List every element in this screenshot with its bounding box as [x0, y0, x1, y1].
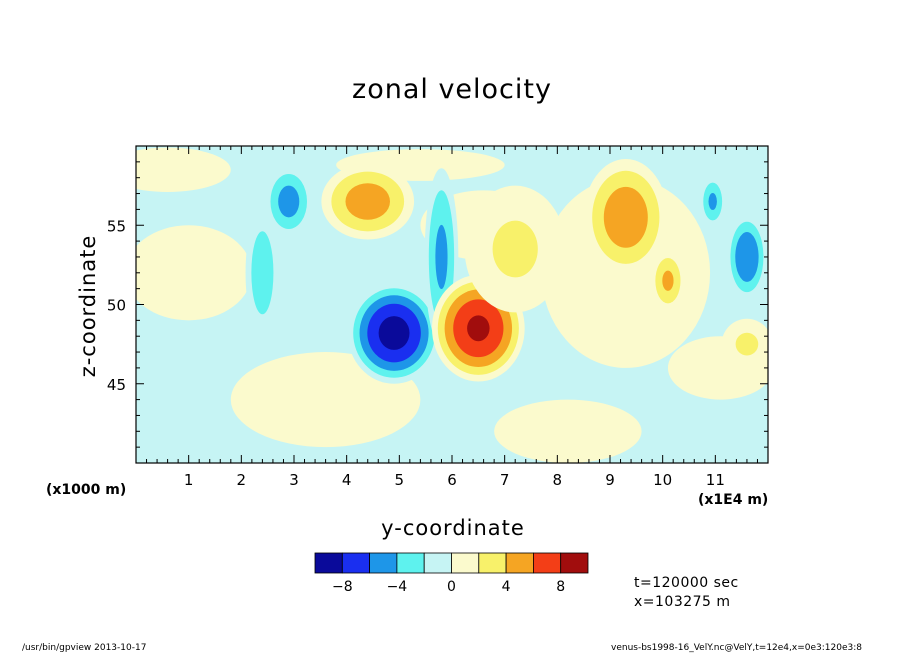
x-tick-label: 11 [706, 471, 725, 489]
contour-band [708, 193, 717, 210]
contour-band [603, 186, 648, 248]
footer-right: venus-bs1998-16_VelY.nc@VelY,t=12e4,x=0e… [611, 643, 862, 653]
contour-band [735, 232, 759, 282]
colorbar-tick-label: 8 [556, 579, 565, 595]
x-axis-ticks: 1 2 3 4 5 6 7 8 9 10 11 [146, 146, 758, 489]
colorbar-swatch [478, 552, 507, 574]
colorbar-swatch [533, 552, 562, 574]
warm-region [494, 399, 642, 463]
x-tick-label: 9 [605, 471, 615, 489]
x-axis-label: y-coordinate [381, 516, 525, 540]
x-tick-label: 4 [342, 471, 352, 489]
x-tick-label: 5 [395, 471, 405, 489]
colorbar-swatch [423, 552, 452, 574]
x-tick-label: 6 [447, 471, 457, 489]
contour-band [251, 231, 274, 315]
x-tick-label: 2 [237, 471, 247, 489]
x-tick-label: 10 [653, 471, 672, 489]
colorbar-swatch [314, 552, 343, 574]
contour-band [378, 316, 410, 350]
contour-band [435, 224, 448, 290]
warm-region [136, 147, 231, 192]
contour-band [278, 185, 300, 218]
time-info: t=120000 sec [634, 575, 739, 591]
colorbar-tick-label: −4 [387, 579, 408, 595]
contour-band [345, 183, 390, 220]
warm-region [136, 225, 252, 321]
colorbar-tick-label: 0 [447, 579, 456, 595]
x-tick-label: 7 [500, 471, 510, 489]
colorbar-swatch [560, 552, 589, 574]
colorbar-swatch [369, 552, 398, 574]
x-tick-label: 1 [184, 471, 194, 489]
y-axis-ticks: 45 50 55 [107, 161, 768, 448]
footer-left: /usr/bin/gpview 2013-10-17 [22, 643, 147, 653]
x-axis-unit: (x1E4 m) [698, 492, 769, 508]
contour-field [136, 146, 768, 463]
y-tick-label: 55 [107, 217, 126, 235]
y-tick-label: 45 [107, 376, 126, 394]
y-tick-label: 50 [107, 297, 126, 315]
y-axis-unit: (x1000 m) [46, 482, 127, 498]
contour-band [467, 315, 490, 342]
colorbar-swatch [396, 552, 425, 574]
colorbar-tick-label: 4 [502, 579, 511, 595]
x-tick-label: 8 [553, 471, 563, 489]
colorbar-swatch [505, 552, 534, 574]
colorbar-swatch [451, 552, 480, 574]
position-info: x=103275 m [634, 594, 731, 610]
colorbar-tick-label: −8 [332, 579, 353, 595]
contour-band [735, 332, 759, 356]
contour-band [492, 220, 538, 278]
colorbar-swatch [341, 552, 370, 574]
x-tick-label: 3 [289, 471, 299, 489]
chart-title: zonal velocity [352, 74, 552, 105]
contour-band [662, 270, 674, 291]
